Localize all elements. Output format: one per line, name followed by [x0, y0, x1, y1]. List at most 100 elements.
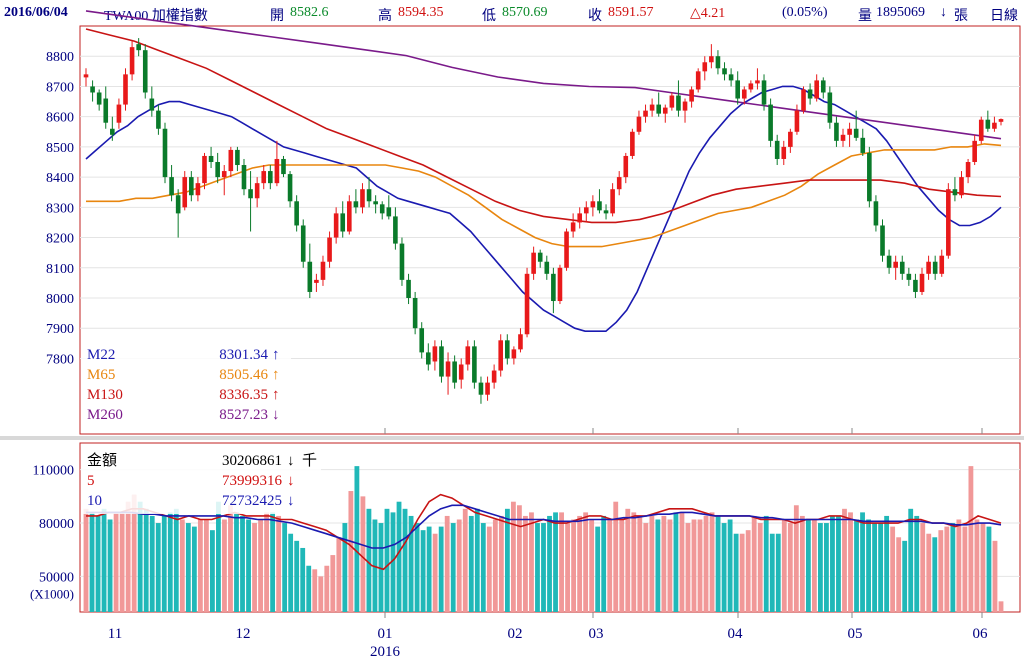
candle-up — [458, 364, 464, 380]
candle-down — [834, 122, 839, 141]
volume-bar — [360, 496, 366, 612]
price-legend-arrow: ↑ — [272, 387, 280, 403]
volume-legend-box — [81, 444, 321, 514]
candle-up — [741, 89, 747, 99]
volume-bar — [426, 526, 432, 612]
panel-separator — [0, 436, 1024, 440]
price-ma-lines — [85, 10, 1002, 333]
price-tick-label: 7900 — [46, 322, 74, 337]
candle-down — [439, 346, 444, 377]
candle-up — [465, 346, 471, 365]
volume-bar — [119, 512, 125, 612]
volume-bar — [908, 508, 914, 612]
volume-bar — [541, 523, 546, 612]
volume-bar — [896, 537, 902, 612]
candle-up — [347, 201, 352, 232]
volume-bar — [155, 523, 161, 612]
volume-bar — [197, 519, 203, 612]
volume-legend-name: 10 — [87, 493, 102, 509]
candle-up — [518, 334, 523, 350]
candle-down — [241, 165, 247, 190]
volume-bar — [950, 523, 956, 612]
candle-down — [722, 68, 727, 75]
price-tick-label: 8100 — [46, 262, 74, 277]
ma22-line — [85, 85, 1002, 333]
volume-bar — [739, 533, 745, 612]
volume-bar — [414, 523, 420, 612]
volume-bar — [721, 523, 727, 612]
candle-up — [531, 252, 536, 274]
candle-down — [853, 128, 859, 138]
volume-bar — [113, 512, 119, 612]
candle-up — [636, 116, 642, 132]
legends: M22 8301.34 ↑M65 8505.46 ↑M130 8336.35 ↑M260 85… — [81, 343, 321, 514]
volume-bar — [944, 526, 950, 612]
candle-up — [748, 83, 754, 90]
volume-bar — [143, 508, 149, 612]
candle-down — [913, 279, 918, 292]
candle-down — [880, 225, 885, 256]
candle-down — [551, 273, 556, 302]
volume-bar — [83, 508, 89, 612]
candle-down — [379, 204, 385, 214]
volume-bar — [811, 519, 817, 612]
volume-bar — [565, 523, 570, 612]
candle-up — [926, 261, 931, 274]
volume-bar — [288, 533, 294, 612]
volume-bar — [631, 512, 637, 612]
volume-bar — [234, 512, 239, 612]
price-legend-arrow: ↓ — [272, 407, 280, 423]
volume-bar — [498, 515, 504, 612]
volume-bar — [818, 523, 823, 612]
volume-bar — [763, 515, 769, 612]
price-legend-value: 8301.34 — [219, 347, 268, 363]
candle-up — [992, 122, 997, 129]
candle-down — [774, 140, 780, 159]
candle-up — [965, 162, 971, 178]
month-tick-label: 11 — [108, 626, 122, 642]
candle-up — [228, 149, 234, 172]
volume-bar — [420, 530, 426, 612]
candle-up — [498, 340, 504, 371]
candle-up — [939, 255, 945, 274]
candle-down — [886, 255, 892, 268]
volume-bar — [757, 523, 763, 612]
volume-bar — [583, 512, 589, 612]
volume-bar — [613, 501, 619, 612]
high-value: 8594.35 — [398, 5, 444, 20]
volume-bar — [655, 519, 661, 612]
candle-up — [630, 131, 635, 156]
price-tick-label: 8400 — [46, 171, 74, 186]
volume-bar — [595, 526, 601, 612]
candle-down — [873, 201, 879, 226]
candle-up — [682, 101, 688, 111]
volume-bar — [860, 512, 865, 612]
candle-up — [432, 346, 438, 362]
candle-down — [103, 98, 109, 123]
candle-up — [333, 213, 339, 238]
candle-up — [524, 273, 530, 335]
month-tick-label: 03 — [589, 626, 604, 642]
price-tick-label: 8600 — [46, 111, 74, 126]
candle-down — [136, 44, 141, 51]
candle-down — [656, 104, 662, 114]
volume-unit-label: (X1000) — [30, 586, 74, 601]
price-legend-arrow: ↑ — [272, 347, 280, 363]
volume-bar — [932, 537, 938, 612]
volume-legend-value: 72732425 — [222, 493, 282, 509]
volume-bar — [504, 508, 510, 612]
candle-up — [360, 189, 365, 208]
candle-up — [978, 119, 984, 141]
candle-up — [643, 110, 648, 117]
volume-bar — [799, 515, 805, 612]
candle-down — [268, 171, 273, 184]
volume-bar — [679, 512, 685, 612]
volume-bar — [673, 512, 679, 612]
candle-up — [788, 131, 793, 147]
volume-bar — [775, 533, 781, 612]
volume-bar — [836, 515, 841, 612]
volume-legend-name: 金額 — [87, 452, 117, 469]
volume-bar — [474, 508, 480, 612]
candle-down — [985, 119, 991, 129]
volume-unit: 張 — [954, 9, 968, 24]
